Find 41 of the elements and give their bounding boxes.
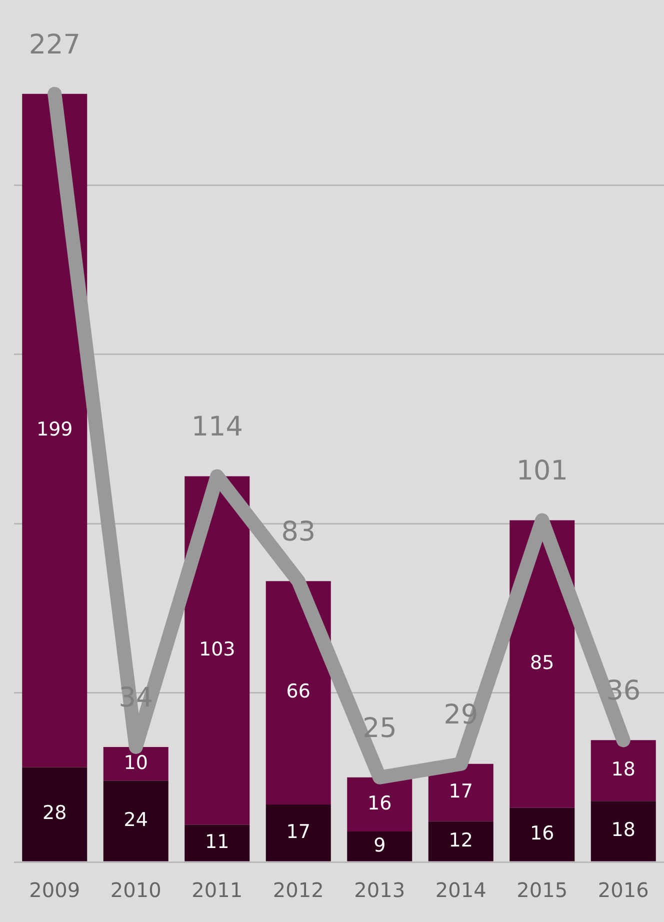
bar — [347, 832, 412, 862]
x-tick-label: 2015 — [516, 878, 568, 902]
data-label: 16 — [368, 792, 392, 814]
data-label: 103 — [198, 638, 236, 660]
x-tick-label: 2016 — [598, 878, 649, 902]
bar — [428, 821, 494, 862]
data-label: 24 — [124, 808, 148, 831]
bar — [266, 804, 331, 862]
data-label: 9 — [374, 834, 386, 856]
x-tick-label: 2009 — [29, 878, 80, 902]
data-label: 83 — [281, 516, 316, 548]
x-tick-label: 2014 — [435, 878, 486, 902]
data-label: 17 — [286, 820, 310, 843]
data-label: 28 — [42, 802, 67, 824]
bar — [103, 746, 168, 781]
data-label: 101 — [516, 456, 568, 487]
x-tick-label: 2013 — [354, 878, 406, 902]
x-tick-label: 2012 — [272, 878, 324, 902]
bar — [590, 801, 656, 862]
data-label: 12 — [448, 829, 473, 852]
bar — [22, 767, 88, 862]
data-label: 18 — [611, 819, 636, 842]
data-label: 10 — [124, 752, 148, 774]
data-label: 85 — [530, 652, 554, 674]
data-label: 11 — [205, 830, 230, 853]
bar — [590, 740, 656, 802]
data-label: 18 — [611, 758, 636, 781]
x-tick-label: 2010 — [110, 878, 162, 902]
data-label: 66 — [286, 680, 310, 703]
data-label: 17 — [448, 780, 473, 803]
bar — [103, 780, 168, 862]
data-label: 199 — [36, 418, 73, 440]
bar — [510, 808, 575, 862]
data-label: 114 — [191, 412, 243, 443]
data-label: 16 — [530, 822, 554, 844]
bar — [184, 824, 250, 862]
bar — [266, 581, 331, 804]
bar — [22, 94, 88, 768]
x-tick-label: 2011 — [192, 878, 243, 902]
data-label: 227 — [28, 29, 80, 60]
bar — [347, 777, 412, 832]
